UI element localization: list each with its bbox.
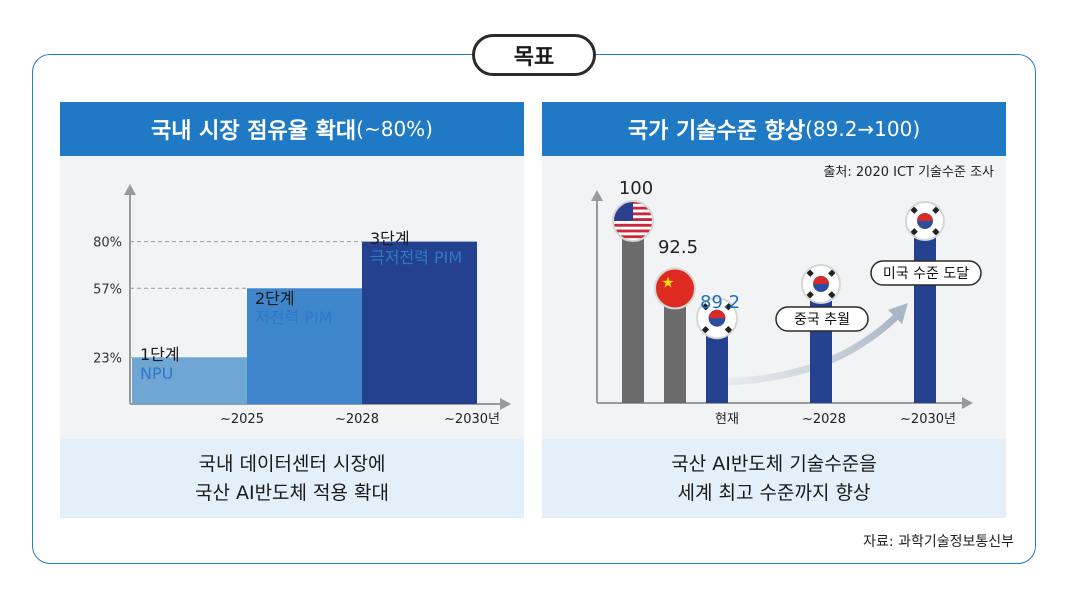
reach-usa-callout	[870, 260, 982, 286]
tech-level-bar	[664, 290, 686, 403]
y-tick-label: 80%	[93, 236, 122, 251]
stage-label: 2단계	[255, 289, 295, 308]
overtake-china-callout-text: 중국 추월	[794, 312, 850, 328]
market-share-bar	[247, 288, 362, 404]
value-label: 92.5	[658, 237, 698, 258]
market-share-footer: 국내 데이터센터 시장에 국산 AI반도체 적용 확대	[60, 439, 524, 518]
tech-level-chart: 출처: 2020 ICT 기술수준 조사 100 ★ 92.5 89.2 중국 추월 미국…	[591, 165, 994, 427]
x-tick-label: ~2028	[802, 412, 846, 427]
market-share-chart-area: 23% ~2025 1단계 NPU 57% ~2028 2단계 저전력 PIM 80% ~2030…	[60, 156, 524, 439]
svg-text:★: ★	[661, 274, 674, 292]
x-tick-label: ~2030년	[444, 412, 500, 427]
x-axis-arrow-icon	[500, 398, 511, 410]
market-share-footer-line2: 국산 AI반도체 적용 확대	[194, 481, 390, 504]
tech-level-source-note: 출처: 2020 ICT 기술수준 조사	[823, 165, 994, 180]
x-tick-label: ~2030년	[900, 412, 956, 427]
tech-level-footer-line2: 세계 최고 수준까지 향상	[677, 481, 871, 504]
y-axis-arrow-icon	[124, 184, 136, 195]
market-share-bar	[362, 241, 477, 404]
stage-label: 3단계	[370, 229, 410, 248]
korea-flag-icon	[696, 297, 738, 340]
trend-arrow-head-icon	[888, 303, 908, 324]
tech-level-footer-line1: 국산 AI반도체 기술수준을	[671, 452, 877, 475]
market-share-header: 국내 시장 점유율 확대 (~80%)	[60, 102, 524, 156]
market-share-footer-line1: 국내 데이터센터 시장에	[198, 452, 386, 475]
tech-level-title: 국가 기술수준 향상	[627, 119, 806, 144]
x-axis-arrow-icon	[962, 397, 973, 409]
market-share-title: 국내 시장 점유율 확대	[151, 119, 357, 144]
tech-level-bar	[622, 223, 644, 403]
y-tick-label: 23%	[93, 351, 122, 366]
x-tick-label: 현재	[715, 412, 739, 427]
korea-flag-icon	[801, 264, 841, 304]
market-share-bar	[132, 357, 247, 404]
tech-level-footer: 국산 AI반도체 기술수준을 세계 최고 수준까지 향상	[542, 439, 1006, 518]
market-share-panel: 국내 시장 점유율 확대 (~80%) 23% ~2025 1단계 NPU 57% ~20…	[60, 102, 524, 518]
usa-flag-icon	[612, 200, 654, 242]
x-tick-label: ~2025	[220, 412, 264, 427]
stage-label: 1단계	[140, 345, 180, 364]
stage-product-label: 극저전력 PIM	[370, 248, 462, 267]
china-flag-icon: ★	[654, 267, 696, 310]
x-tick-label: ~2028	[335, 412, 379, 427]
tech-level-chart-area: 출처: 2020 ICT 기술수준 조사 100 ★ 92.5 89.2 중국 추월 미국…	[542, 156, 1006, 439]
stage-product-label: 저전력 PIM	[255, 308, 332, 327]
value-label: 89.2	[700, 292, 740, 313]
overtake-china-callout	[775, 306, 869, 332]
market-share-subtitle: (~80%)	[356, 117, 433, 141]
reach-usa-callout-text: 미국 수준 도달	[883, 266, 969, 282]
value-label: 100	[619, 178, 653, 199]
y-axis-arrow-icon	[591, 190, 603, 201]
korea-flag-icon	[905, 201, 945, 241]
tech-level-header: 국가 기술수준 향상 (89.2→100)	[542, 102, 1006, 156]
tech-level-subtitle: (89.2→100)	[805, 117, 921, 141]
goal-badge: 목표	[472, 34, 596, 76]
source-credit: 자료: 과학기술정보통신부	[863, 534, 1014, 550]
tech-level-panel: 국가 기술수준 향상 (89.2→100) 출처: 2020 ICT 기술수준 …	[542, 102, 1006, 518]
stage-product-label: NPU	[140, 364, 173, 383]
tech-level-bar	[706, 320, 728, 403]
y-tick-label: 57%	[93, 282, 122, 297]
korea-future-bar	[914, 223, 936, 403]
